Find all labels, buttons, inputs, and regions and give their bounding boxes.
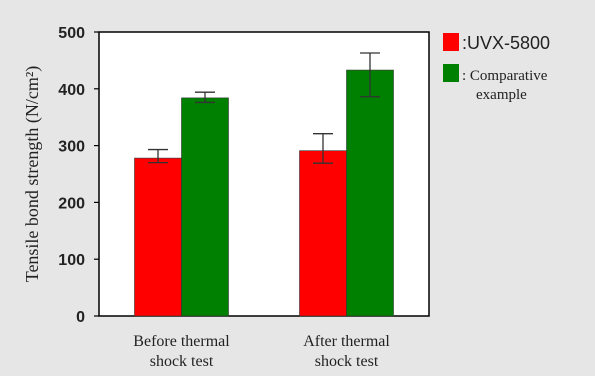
y-tick-label: 200 [58, 195, 85, 212]
x-category-label: After thermal shock test [303, 333, 390, 370]
x-axis: Before thermal shock test After thermal sho… [133, 333, 390, 370]
bar [134, 157, 182, 317]
y-axis-title: Tensile bond strength (N/cm²) [22, 66, 43, 283]
y-tick-label: 0 [76, 309, 85, 326]
bar [346, 69, 394, 317]
legend-swatch [443, 33, 459, 51]
bar [299, 150, 347, 317]
legend: :UVX-5800 : Comparative example [443, 33, 550, 103]
legend-label: : Comparative example [462, 68, 548, 103]
y-tick-label: 100 [58, 252, 85, 269]
y-tick-label: 300 [58, 139, 85, 156]
y-axis: 0 100 200 300 400 500 [58, 25, 99, 326]
legend-swatch [443, 64, 459, 82]
y-tick-label: 500 [58, 25, 85, 42]
bar [181, 97, 229, 317]
x-category-label: Before thermal shock test [133, 333, 230, 370]
bar-series-group [134, 52, 394, 317]
y-tick-label: 400 [58, 82, 85, 99]
legend-label: :UVX-5800 [462, 33, 550, 53]
